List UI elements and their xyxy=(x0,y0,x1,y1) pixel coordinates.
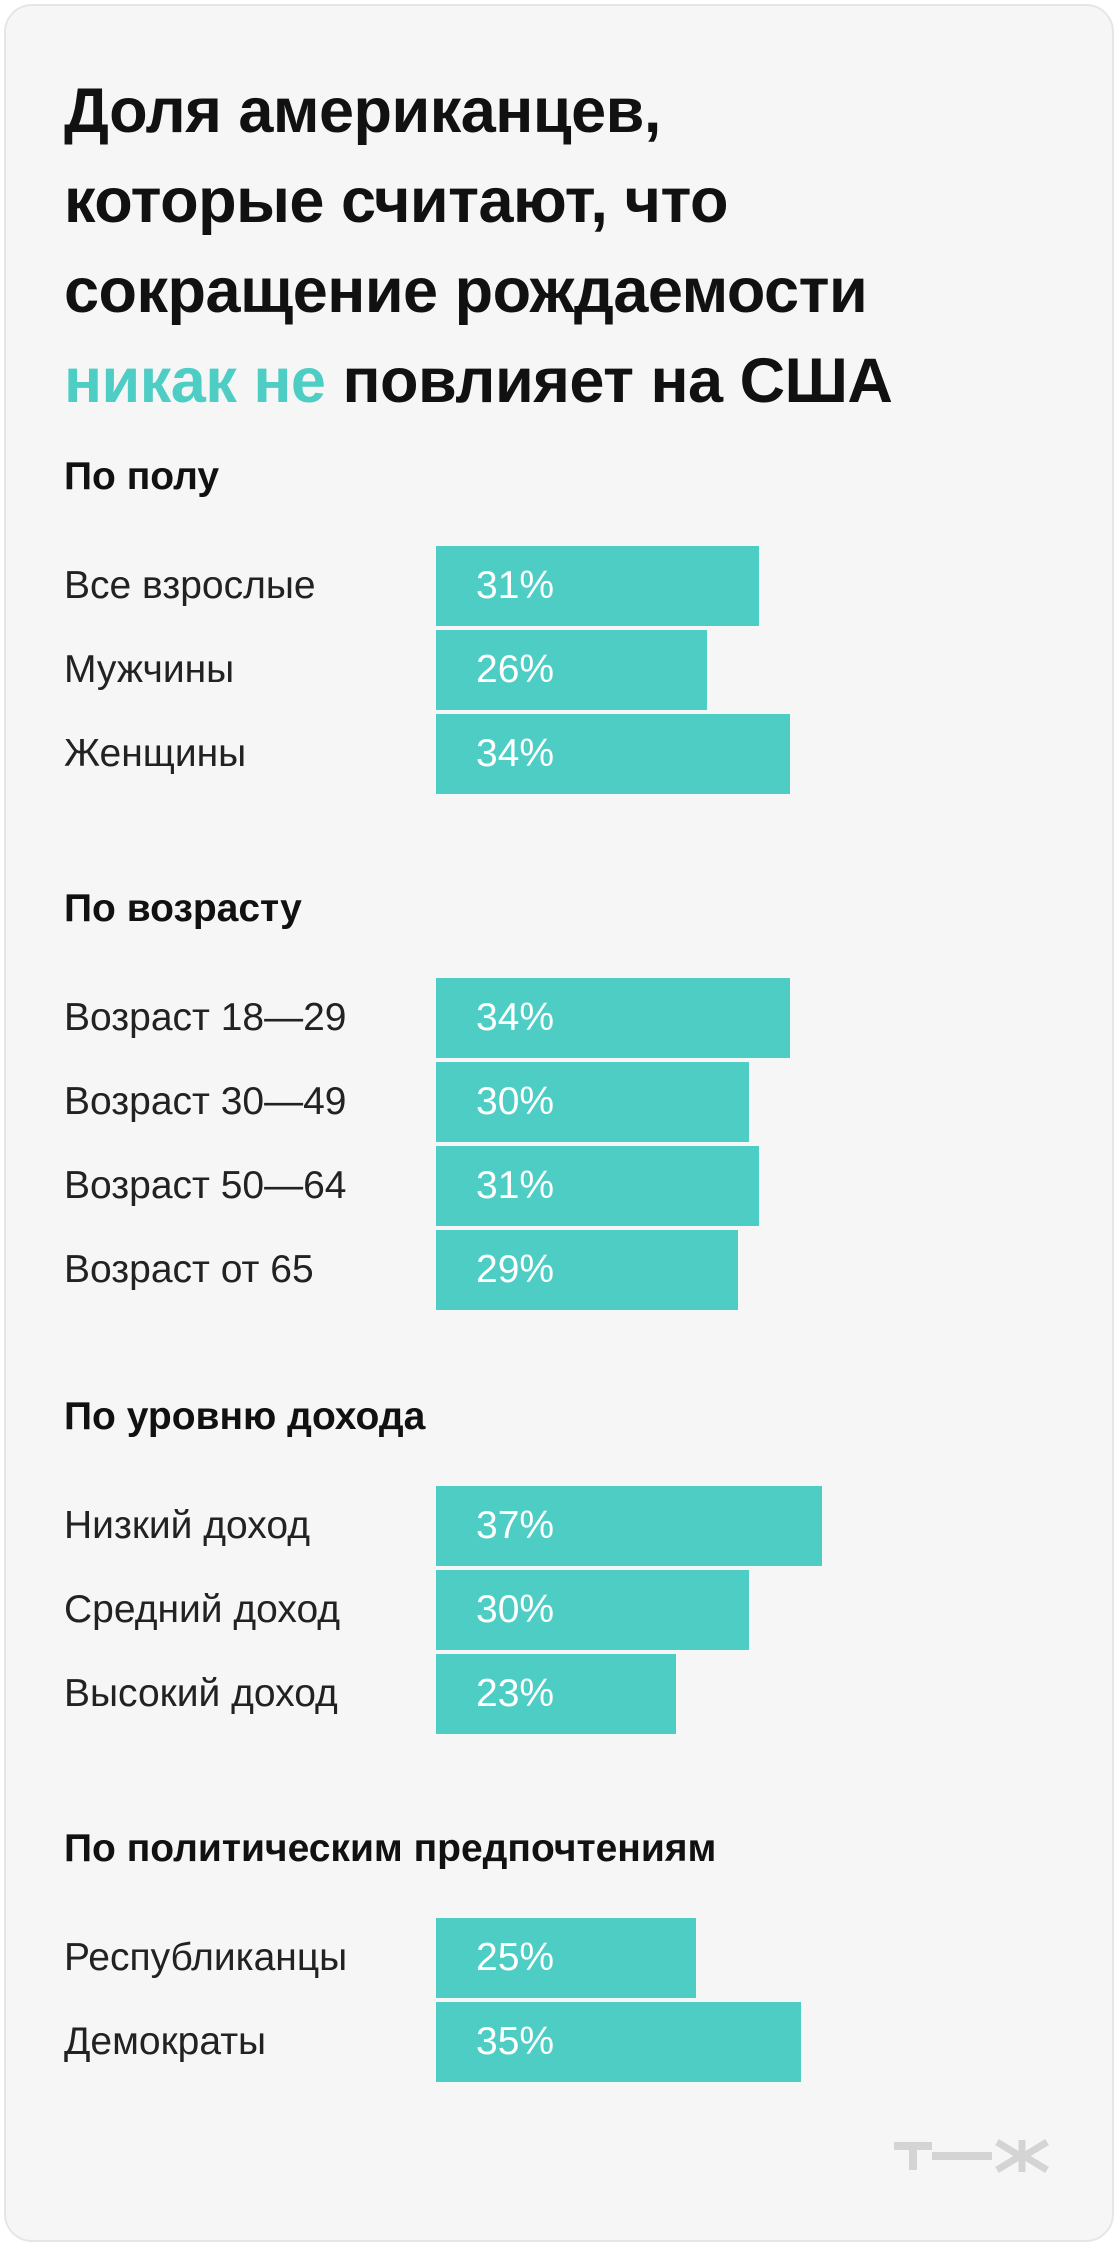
category-label: Возраст 50—64 xyxy=(64,1164,347,1207)
category-label: Возраст 30—49 xyxy=(64,1080,347,1123)
bar: 31% xyxy=(436,1146,759,1226)
category-label: Мужчины xyxy=(64,648,235,691)
bar-value-label: 29% xyxy=(476,1248,555,1291)
group-title: По полу xyxy=(64,455,220,498)
bar-value-label: 31% xyxy=(476,1164,555,1207)
bar-value-label: 34% xyxy=(476,996,555,1039)
bar: 37% xyxy=(436,1486,822,1566)
bar-value-label: 30% xyxy=(476,1588,555,1631)
category-label: Демократы xyxy=(64,2020,267,2063)
category-label: Женщины xyxy=(64,732,247,775)
bar: 35% xyxy=(436,2002,801,2082)
bar-value-label: 35% xyxy=(476,2020,555,2063)
bar: 30% xyxy=(436,1570,749,1650)
bar: 34% xyxy=(436,714,790,794)
bar-value-label: 37% xyxy=(476,1504,555,1547)
category-label: Возраст от 65 xyxy=(64,1248,314,1291)
title-tail: повлияет на США xyxy=(325,346,893,416)
bar: 29% xyxy=(436,1230,738,1310)
title-line-3: сокращение рождаемости xyxy=(64,256,868,326)
group-title: По политическим предпочтениям xyxy=(64,1827,717,1870)
title-line-1: Доля американцев, xyxy=(64,76,661,146)
chart-title: Доля американцев, которые считают, что сок… xyxy=(64,66,1084,426)
bar-value-label: 23% xyxy=(476,1672,555,1715)
bar: 26% xyxy=(436,630,707,710)
category-label: Средний доход xyxy=(64,1588,341,1631)
category-label: Низкий доход xyxy=(64,1504,310,1547)
bar: 31% xyxy=(436,546,759,626)
bar-value-label: 34% xyxy=(476,732,555,775)
bar-value-label: 25% xyxy=(476,1936,555,1979)
category-label: Все взрослые xyxy=(64,564,316,607)
category-label: Высокий доход xyxy=(64,1672,338,1715)
group-title: По возрасту xyxy=(64,887,302,930)
bar-value-label: 31% xyxy=(476,564,555,607)
category-label: Республиканцы xyxy=(64,1936,348,1979)
chart-card: Доля американцев, которые считают, что сок… xyxy=(4,4,1114,2242)
title-line-2: которые считают, что xyxy=(64,166,729,236)
bar: 34% xyxy=(436,978,790,1058)
category-label: Возраст 18—29 xyxy=(64,996,347,1039)
bar: 30% xyxy=(436,1062,749,1142)
bar: 23% xyxy=(436,1654,676,1734)
bar-value-label: 26% xyxy=(476,648,555,691)
title-accent: никак не xyxy=(64,346,326,416)
group-title: По уровню дохода xyxy=(64,1395,426,1438)
bar: 25% xyxy=(436,1918,696,1998)
bar-value-label: 30% xyxy=(476,1080,555,1123)
tzh-logo-icon xyxy=(894,2139,1049,2173)
